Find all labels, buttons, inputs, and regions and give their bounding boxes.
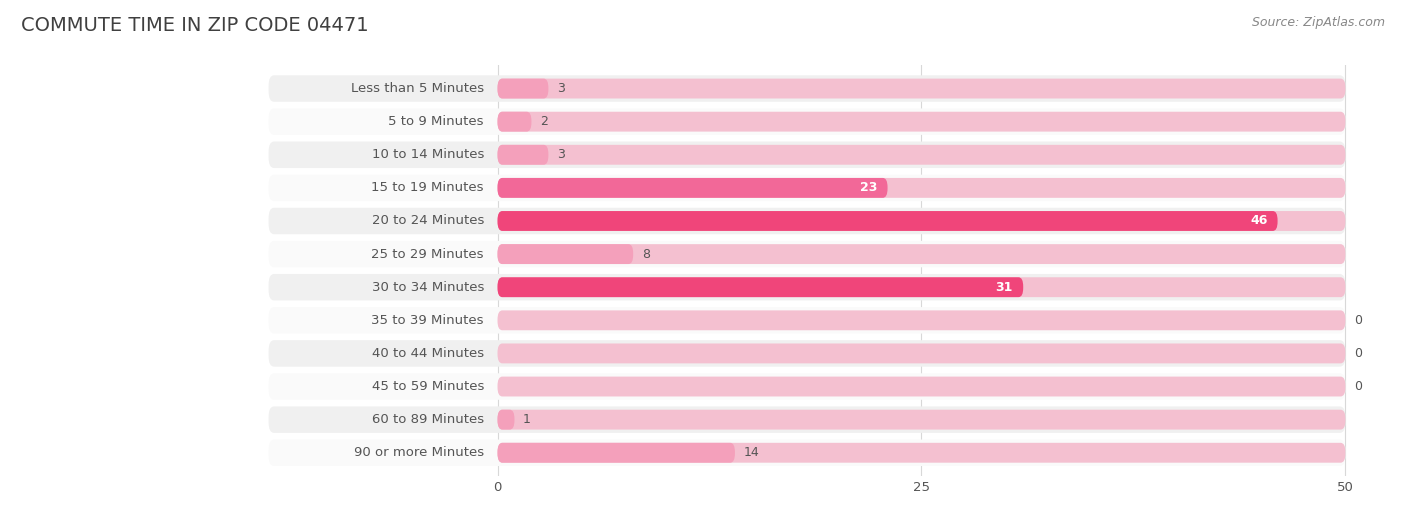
FancyBboxPatch shape: [498, 78, 1346, 98]
FancyBboxPatch shape: [498, 78, 548, 98]
FancyBboxPatch shape: [498, 344, 1346, 363]
FancyBboxPatch shape: [498, 145, 548, 165]
FancyBboxPatch shape: [269, 75, 1346, 102]
FancyBboxPatch shape: [269, 241, 1346, 267]
Text: 2: 2: [540, 115, 548, 128]
FancyBboxPatch shape: [498, 112, 531, 132]
FancyBboxPatch shape: [269, 406, 1346, 433]
FancyBboxPatch shape: [498, 310, 1346, 330]
FancyBboxPatch shape: [269, 439, 1346, 466]
Text: 5 to 9 Minutes: 5 to 9 Minutes: [388, 115, 484, 128]
FancyBboxPatch shape: [269, 175, 1346, 201]
FancyBboxPatch shape: [269, 340, 1346, 367]
Text: 90 or more Minutes: 90 or more Minutes: [354, 446, 484, 459]
Text: 23: 23: [860, 181, 877, 195]
Text: 0: 0: [1354, 380, 1362, 393]
FancyBboxPatch shape: [498, 244, 633, 264]
Text: COMMUTE TIME IN ZIP CODE 04471: COMMUTE TIME IN ZIP CODE 04471: [21, 16, 368, 35]
Text: 1: 1: [523, 413, 531, 426]
Text: 3: 3: [557, 148, 565, 161]
FancyBboxPatch shape: [498, 410, 515, 429]
Text: 10 to 14 Minutes: 10 to 14 Minutes: [371, 148, 484, 161]
FancyBboxPatch shape: [498, 211, 1278, 231]
FancyBboxPatch shape: [269, 142, 1346, 168]
Text: 31: 31: [995, 281, 1014, 294]
Text: 15 to 19 Minutes: 15 to 19 Minutes: [371, 181, 484, 195]
FancyBboxPatch shape: [269, 373, 1346, 400]
FancyBboxPatch shape: [498, 178, 1346, 198]
Text: 0: 0: [1354, 314, 1362, 327]
Text: 40 to 44 Minutes: 40 to 44 Minutes: [371, 347, 484, 360]
FancyBboxPatch shape: [498, 211, 1346, 231]
Text: 25 to 29 Minutes: 25 to 29 Minutes: [371, 247, 484, 260]
FancyBboxPatch shape: [498, 112, 1346, 132]
Text: 45 to 59 Minutes: 45 to 59 Minutes: [371, 380, 484, 393]
FancyBboxPatch shape: [498, 277, 1024, 297]
Text: 20 to 24 Minutes: 20 to 24 Minutes: [371, 214, 484, 228]
FancyBboxPatch shape: [498, 145, 1346, 165]
Text: 60 to 89 Minutes: 60 to 89 Minutes: [371, 413, 484, 426]
Text: 14: 14: [744, 446, 759, 459]
Text: 0: 0: [1354, 347, 1362, 360]
FancyBboxPatch shape: [269, 108, 1346, 135]
Text: 46: 46: [1250, 214, 1267, 228]
FancyBboxPatch shape: [498, 277, 1346, 297]
Text: 35 to 39 Minutes: 35 to 39 Minutes: [371, 314, 484, 327]
Text: Source: ZipAtlas.com: Source: ZipAtlas.com: [1251, 16, 1385, 29]
Text: 8: 8: [641, 247, 650, 260]
Text: Less than 5 Minutes: Less than 5 Minutes: [352, 82, 484, 95]
FancyBboxPatch shape: [498, 443, 1346, 463]
FancyBboxPatch shape: [269, 208, 1346, 234]
FancyBboxPatch shape: [498, 377, 1346, 396]
Text: 30 to 34 Minutes: 30 to 34 Minutes: [371, 281, 484, 294]
FancyBboxPatch shape: [269, 307, 1346, 334]
FancyBboxPatch shape: [498, 410, 1346, 429]
FancyBboxPatch shape: [498, 443, 735, 463]
Text: 3: 3: [557, 82, 565, 95]
FancyBboxPatch shape: [269, 274, 1346, 300]
FancyBboxPatch shape: [498, 244, 1346, 264]
FancyBboxPatch shape: [498, 178, 887, 198]
